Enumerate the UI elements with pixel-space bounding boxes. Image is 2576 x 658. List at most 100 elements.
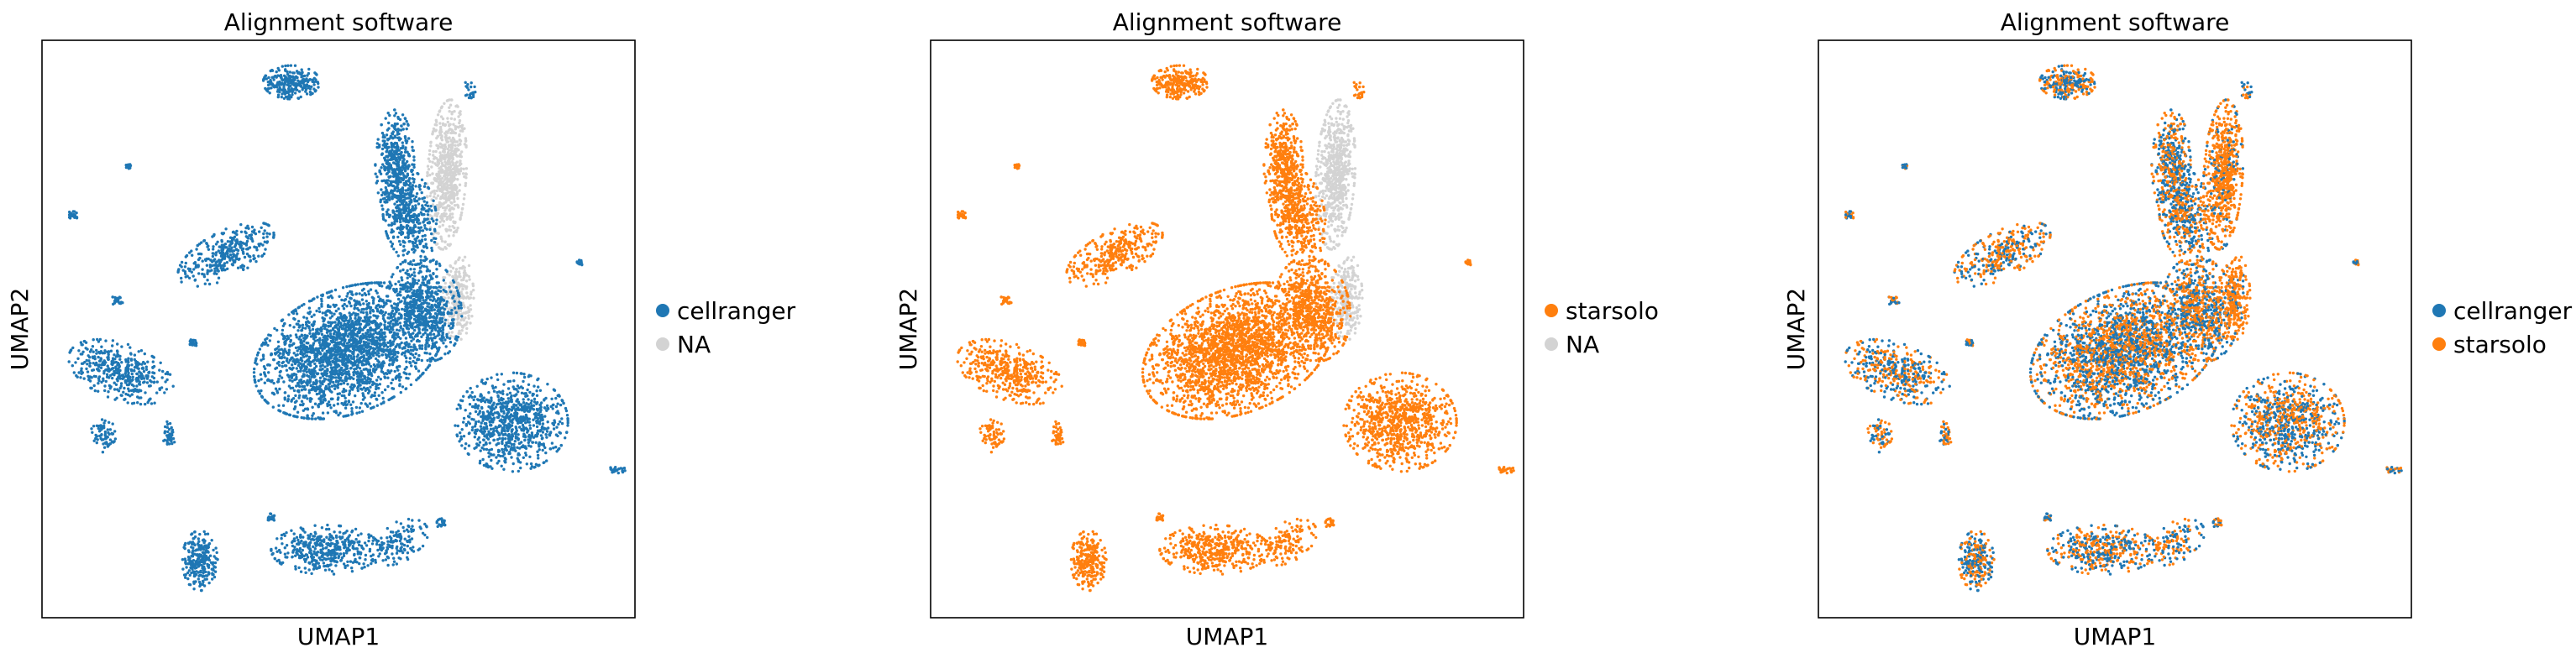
data-point-cellranger xyxy=(395,520,398,524)
data-point-cellranger xyxy=(305,77,308,81)
data-point-cellranger xyxy=(136,367,139,370)
data-point-na xyxy=(456,196,459,201)
data-point-cellranger xyxy=(501,447,504,452)
data-point-cellranger xyxy=(264,222,268,226)
data-point-cellranger xyxy=(284,64,287,68)
data-point-cellranger xyxy=(545,404,549,408)
data-point-na xyxy=(441,248,445,251)
data-point-cellranger xyxy=(230,246,233,249)
data-point-cellranger xyxy=(277,378,281,381)
data-point-cellranger xyxy=(108,432,111,436)
data-point-cellranger xyxy=(118,358,122,361)
data-point-na xyxy=(443,143,447,147)
data-point-cellranger xyxy=(299,533,302,537)
data-point-cellranger xyxy=(203,559,207,562)
data-point-cellranger xyxy=(522,392,527,395)
data-point-cellranger xyxy=(393,212,397,217)
data-point-cellranger xyxy=(92,439,96,442)
data-point-cellranger xyxy=(83,360,87,364)
data-point-na xyxy=(468,278,471,281)
data-point-cellranger xyxy=(183,270,187,274)
data-point-cellranger xyxy=(517,386,521,389)
data-point-cellranger xyxy=(131,378,134,382)
data-point-cellranger xyxy=(423,522,427,526)
data-point-cellranger xyxy=(391,149,394,152)
data-point-na xyxy=(452,163,455,166)
data-point-cellranger xyxy=(538,403,542,407)
data-point-cellranger xyxy=(541,431,545,434)
data-point-cellranger xyxy=(195,562,198,566)
data-point-cellranger xyxy=(459,437,464,441)
data-point-cellranger xyxy=(107,367,110,370)
data-point-cellranger xyxy=(326,523,329,527)
data-point-na xyxy=(438,178,442,181)
data-point-cellranger xyxy=(421,229,425,232)
data-point-cellranger xyxy=(522,426,525,429)
data-point-cellranger xyxy=(387,170,391,174)
data-point-cellranger xyxy=(528,455,532,458)
data-point-cellranger xyxy=(103,430,108,434)
data-point-cellranger xyxy=(347,540,350,544)
data-point-na xyxy=(449,174,453,177)
data-point-cellranger xyxy=(374,172,377,175)
data-point-cellranger xyxy=(527,417,531,420)
data-point-cellranger xyxy=(124,370,128,373)
data-point-cellranger xyxy=(197,580,202,584)
data-point-cellranger xyxy=(395,142,399,145)
data-point-cellranger xyxy=(82,377,86,380)
data-point-na xyxy=(449,269,453,273)
data-point-na xyxy=(443,184,446,187)
data-point-na xyxy=(448,225,451,228)
data-point-na xyxy=(448,198,451,202)
data-point-cellranger xyxy=(160,376,164,379)
data-point-cellranger xyxy=(206,279,209,282)
data-point-cellranger xyxy=(214,253,218,257)
data-point-cellranger xyxy=(100,380,103,384)
data-point-cellranger xyxy=(516,398,519,401)
data-point-cellranger xyxy=(143,352,146,356)
data-point-cellranger xyxy=(556,394,559,398)
data-point-cellranger xyxy=(422,244,426,248)
data-point-cellranger xyxy=(127,387,130,390)
data-point-cellranger xyxy=(522,379,525,384)
data-point-cellranger xyxy=(123,386,126,390)
data-point-cellranger xyxy=(421,544,425,548)
data-point-cellranger xyxy=(395,562,398,566)
data-point-na xyxy=(449,306,453,310)
data-point-cellranger xyxy=(171,430,174,434)
data-point-cellranger xyxy=(218,259,222,263)
data-point-cellranger xyxy=(511,470,515,473)
data-point-cellranger xyxy=(393,108,396,112)
data-point-na xyxy=(456,282,459,286)
data-point-cellranger xyxy=(386,540,390,543)
data-point-cellranger xyxy=(506,379,510,384)
data-point-cellranger xyxy=(401,232,405,235)
data-point-cellranger xyxy=(297,90,302,93)
data-point-cellranger xyxy=(352,547,356,551)
data-point-cellranger xyxy=(459,404,462,408)
data-point-na xyxy=(440,105,443,108)
data-point-cellranger xyxy=(207,282,212,286)
data-point-cellranger xyxy=(508,450,512,454)
data-point-na xyxy=(439,145,443,149)
data-point-cellranger xyxy=(222,254,226,258)
data-point-cellranger xyxy=(203,532,207,536)
data-point-cellranger xyxy=(396,136,400,139)
data-point-cellranger xyxy=(103,389,107,393)
data-point-cellranger xyxy=(375,175,379,179)
data-point-cellranger xyxy=(474,410,478,414)
data-point-cellranger xyxy=(370,534,373,538)
data-point-cellranger xyxy=(195,570,198,573)
data-point-cellranger xyxy=(304,571,307,574)
data-point-na xyxy=(437,144,440,148)
data-point-cellranger xyxy=(295,535,299,539)
data-point-cellranger xyxy=(383,158,387,161)
data-point-cellranger xyxy=(390,180,393,185)
data-point-cellranger xyxy=(164,380,167,384)
data-point-cellranger xyxy=(501,392,505,395)
data-point-cellranger xyxy=(299,556,302,560)
data-point-cellranger xyxy=(521,386,524,390)
data-point-cellranger xyxy=(299,570,303,573)
data-point-cellranger xyxy=(293,546,296,549)
data-point-cellranger xyxy=(409,181,412,185)
